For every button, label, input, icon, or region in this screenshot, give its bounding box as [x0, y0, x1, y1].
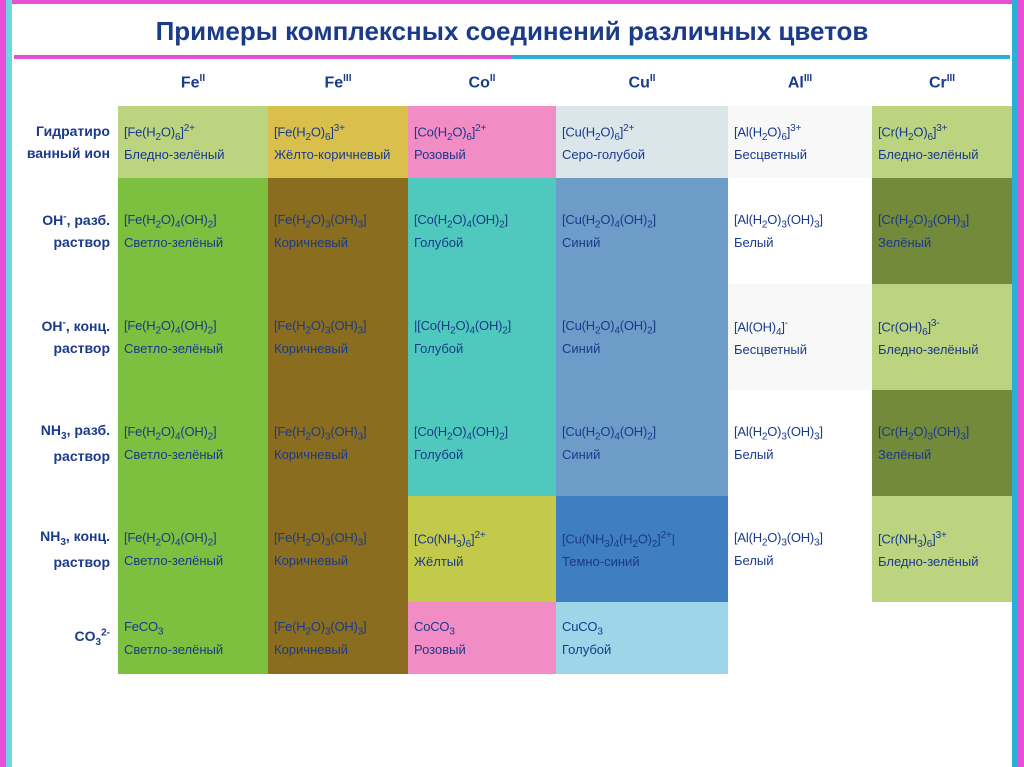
table-cell-5-2: CoCO3Розовый [408, 602, 556, 674]
right-stripe-magenta [1018, 0, 1024, 767]
table-cell-4-1: [Fe(H2O)3(OH)3]Коричневый [268, 496, 408, 602]
row-label-4: NH3, конц.раствор [14, 496, 118, 602]
table-cell-0-1: [Fe(H2O)6]3+Жёлто-коричневый [268, 106, 408, 178]
table-cell-4-5: [Cr(NH3)6]3+Бледно-зелёный [872, 496, 1012, 602]
table-cell-0-3: [Cu(H2O)6]2+Серо-голубой [556, 106, 728, 178]
table-cell-4-3: [Cu(NH3)4(H2O)2]2+|Темно-синий [556, 496, 728, 602]
table-cell-4-0: [Fe(H2O)4(OH)2]Светло-зелёный [118, 496, 268, 602]
column-header-1: FeIII [268, 63, 408, 106]
table-cell-5-3: CuCO3Голубой [556, 602, 728, 674]
table-cell-5-5 [872, 602, 1012, 674]
table-cell-2-3: [Cu(H2O)4(OH)2]Синий [556, 284, 728, 390]
column-header-2: CoII [408, 63, 556, 106]
table-cell-4-2: [Co(NH3)6]2+Жёлтый [408, 496, 556, 602]
table-cell-1-3: [Cu(H2O)4(OH)2]Синий [556, 178, 728, 284]
column-header-3: CuII [556, 63, 728, 106]
column-header-4: AlIII [728, 63, 872, 106]
table-cell-3-1: [Fe(H2O)3(OH)3]Коричневый [268, 390, 408, 496]
table-cell-4-4: [Al(H2O)3(OH)3]Белый [728, 496, 872, 602]
table-cell-1-2: [Co(H2O)4(OH)2]Голубой [408, 178, 556, 284]
page-title: Примеры комплексных соединений различных… [0, 0, 1024, 55]
table-cell-2-5: [Cr(OH)6]3-Бледно-зелёный [872, 284, 1012, 390]
title-underline [14, 55, 1010, 59]
table-cell-5-1: [Fe(H2O)3(OH)3]Коричневый [268, 602, 408, 674]
table-cell-3-2: [Co(H2O)4(OH)2]Голубой [408, 390, 556, 496]
table-cell-2-4: [Al(OH)4]-Бесцветный [728, 284, 872, 390]
row-label-5: CO32- [14, 602, 118, 674]
table-cell-2-1: [Fe(H2O)3(OH)3]Коричневый [268, 284, 408, 390]
row-label-1: OH-, разб.раствор [14, 178, 118, 284]
table-cell-1-1: [Fe(H2O)3(OH)3]Коричневый [268, 178, 408, 284]
column-header-0: FeII [118, 63, 268, 106]
table-cell-2-0: [Fe(H2O)4(OH)2]Светло-зелёный [118, 284, 268, 390]
table-cell-0-4: [Al(H2O)6]3+Бесцветный [728, 106, 872, 178]
table-cell-1-4: [Al(H2O)3(OH)3]Белый [728, 178, 872, 284]
table-cell-0-2: [Co(H2O)6]2+Розовый [408, 106, 556, 178]
compounds-table: FeIIFeIIICoIICuIIAlIIICrIII Гидратированн… [14, 63, 1010, 674]
table-cell-3-5: [Cr(H2O)3(OH)3]Зелёный [872, 390, 1012, 496]
table-cell-5-4 [728, 602, 872, 674]
row-label-2: OH-, конц.раствор [14, 284, 118, 390]
row-label-3: NH3, разб.раствор [14, 390, 118, 496]
column-header-5: CrIII [872, 63, 1012, 106]
table-cell-3-4: [Al(H2O)3(OH)3]Белый [728, 390, 872, 496]
left-stripe-cyan [6, 0, 12, 767]
table-cell-1-5: [Cr(H2O)3(OH)3]Зелёный [872, 178, 1012, 284]
table-cell-2-2: |[Co(H2O)4(OH)2]Голубой [408, 284, 556, 390]
table-cell-3-3: [Cu(H2O)4(OH)2]Синий [556, 390, 728, 496]
table-cell-0-5: [Cr(H2O)6]3+Бледно-зелёный [872, 106, 1012, 178]
row-label-0: Гидратированный ион [14, 106, 118, 178]
table-cell-3-0: [Fe(H2O)4(OH)2]Светло-зелёный [118, 390, 268, 496]
table-cell-5-0: FeCO3Светло-зелёный [118, 602, 268, 674]
table-cell-0-0: [Fe(H2O)6]2+Бледно-зелёный [118, 106, 268, 178]
table-cell-1-0: [Fe(H2O)4(OH)2]Светло-зелёный [118, 178, 268, 284]
